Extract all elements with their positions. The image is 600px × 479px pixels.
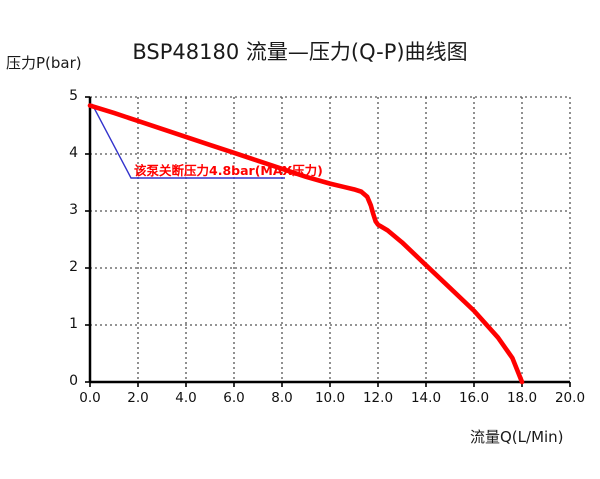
x-tick-label: 12.0 [362,390,394,406]
y-tick-label: 2 [69,259,78,275]
y-tick-label: 4 [69,145,78,161]
x-tick-label: 6.0 [223,390,245,406]
y-tick-label: 3 [69,202,78,218]
axis-ticks [85,96,571,387]
chart-title: BSP48180 流量—压力(Q-P)曲线图 [132,40,468,64]
x-tick-label: 8.0 [271,390,293,406]
grid-lines [90,96,571,382]
x-tick-label: 16.0 [458,390,490,406]
x-tick-label: 0.0 [79,390,101,406]
x-tick-label: 14.0 [410,390,442,406]
y-tick-label: 1 [69,316,78,332]
x-axis-label: 流量Q(L/Min) [470,428,564,446]
annotation-text: 该泵关断压力4.8bar(MAX压力) [134,163,323,178]
y-tick-label: 5 [69,88,78,104]
y-tick-label: 0 [69,373,78,389]
y-axis-label: 压力P(bar) [6,54,82,72]
x-tick-label: 20.0 [554,390,586,406]
x-tick-label: 4.0 [175,390,197,406]
x-tick-label: 18.0 [506,390,538,406]
data-series-qp-curve [87,103,525,385]
x-tick-label: 2.0 [127,390,149,406]
x-tick-label: 10.0 [314,390,346,406]
annotation-leader-line [91,103,285,179]
